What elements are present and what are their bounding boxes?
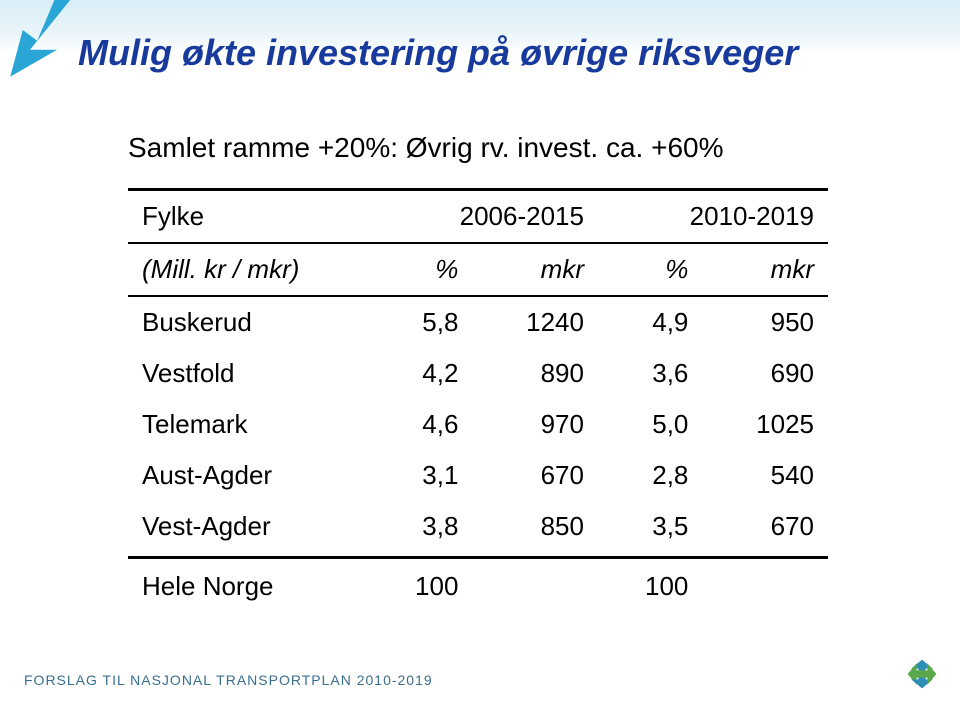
- slide: Mulig økte investering på øvrige riksveg…: [0, 0, 960, 706]
- table-row: Telemark 4,6 970 5,0 1025: [128, 399, 828, 450]
- cell-mkr1: 1240: [472, 296, 598, 348]
- footer-text: FORSLAG TIL NASJONAL TRANSPORTPLAN 2010-…: [24, 672, 433, 688]
- cell-pct1: 3,1: [368, 450, 472, 501]
- investment-table: Fylke 2006-2015 2010-2019 (Mill. kr / mk…: [128, 188, 828, 612]
- cell-mkr1: 970: [472, 399, 598, 450]
- table-header-row-units: (Mill. kr / mkr) % mkr % mkr: [128, 243, 828, 296]
- footer-mkr1: [472, 558, 598, 613]
- header-period-1: 2006-2015: [368, 190, 598, 244]
- table-footer-row: Hele Norge 100 100: [128, 558, 828, 613]
- header-period-2: 2010-2019: [598, 190, 828, 244]
- header-fylke: Fylke: [128, 190, 368, 244]
- footer-pct2: 100: [598, 558, 702, 613]
- cell-pct2: 4,9: [598, 296, 702, 348]
- cell-fylke: Telemark: [128, 399, 368, 450]
- page-subtitle: Samlet ramme +20%: Øvrig rv. invest. ca.…: [128, 132, 723, 164]
- cell-fylke: Aust-Agder: [128, 450, 368, 501]
- table-row: Aust-Agder 3,1 670 2,8 540: [128, 450, 828, 501]
- footer-mkr2: [702, 558, 828, 613]
- table-row: Vest-Agder 3,8 850 3,5 670: [128, 501, 828, 558]
- cell-pct1: 3,8: [368, 501, 472, 558]
- cell-mkr1: 850: [472, 501, 598, 558]
- cell-pct1: 4,2: [368, 348, 472, 399]
- page-title: Mulig økte investering på øvrige riksveg…: [78, 32, 920, 74]
- header-pct-2: %: [598, 243, 702, 296]
- cell-fylke: Vest-Agder: [128, 501, 368, 558]
- cell-mkr2: 670: [702, 501, 828, 558]
- arrow-down-left-icon: [0, 0, 84, 84]
- cell-fylke: Vestfold: [128, 348, 368, 399]
- header-mkr-2: mkr: [702, 243, 828, 296]
- table-header-row-periods: Fylke 2006-2015 2010-2019: [128, 190, 828, 244]
- cell-pct2: 2,8: [598, 450, 702, 501]
- cell-mkr2: 540: [702, 450, 828, 501]
- footer-pct1: 100: [368, 558, 472, 613]
- table-row: Vestfold 4,2 890 3,6 690: [128, 348, 828, 399]
- cell-pct2: 3,5: [598, 501, 702, 558]
- footer-fylke: Hele Norge: [128, 558, 368, 613]
- cell-mkr2: 1025: [702, 399, 828, 450]
- cell-mkr1: 670: [472, 450, 598, 501]
- cell-mkr1: 890: [472, 348, 598, 399]
- cell-fylke: Buskerud: [128, 296, 368, 348]
- cell-pct1: 4,6: [368, 399, 472, 450]
- table-row: Buskerud 5,8 1240 4,9 950: [128, 296, 828, 348]
- cell-mkr2: 950: [702, 296, 828, 348]
- footer: FORSLAG TIL NASJONAL TRANSPORTPLAN 2010-…: [0, 658, 960, 698]
- transport-plan-logo-icon: [904, 656, 940, 692]
- header-units-label: (Mill. kr / mkr): [128, 243, 368, 296]
- header-mkr-1: mkr: [472, 243, 598, 296]
- cell-mkr2: 690: [702, 348, 828, 399]
- cell-pct2: 3,6: [598, 348, 702, 399]
- header-pct-1: %: [368, 243, 472, 296]
- cell-pct1: 5,8: [368, 296, 472, 348]
- cell-pct2: 5,0: [598, 399, 702, 450]
